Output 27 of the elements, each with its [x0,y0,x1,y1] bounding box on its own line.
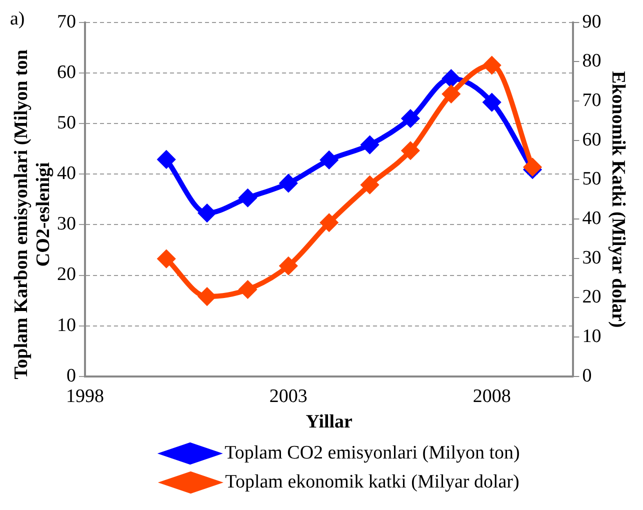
legend-label: Toplam ekonomik katki (Milyar dolar) [225,471,520,492]
y2-tick-label: 0 [582,365,592,386]
y-tick-label: 40 [57,163,76,184]
y2-tick-label: 20 [582,286,602,308]
x-tick-label: 1998 [66,386,104,407]
y2-tick-label: 10 [582,326,602,348]
text: a) [10,8,25,30]
x-tick-label: 2008 [472,386,511,407]
y-tick-label: 10 [57,314,76,336]
y2-axis-title: Ekonomik Katki (Milyar dolar) [608,71,629,328]
y2-tick-label: 30 [582,247,602,268]
x-axis-title: Yillar [306,412,354,433]
y2-tick-label: 60 [582,129,602,150]
x-tick-label: 2003 [269,386,308,407]
y2-tick-label: 90 [582,11,602,32]
y-axis-title: Toplam Karbon emisyonlari (Milyon ton CO2-eslenigi [10,49,54,380]
y-tick-label: 70 [57,11,76,32]
y2-tick-label: 50 [582,168,602,190]
y-tick-label: 0 [66,365,76,386]
y-tick-label: 30 [57,214,76,235]
y2-tick-label: 80 [582,50,602,72]
y-tick-label: 20 [57,264,76,286]
legend-label: Toplam CO2 emisyonlari (Milyon ton) [224,442,520,464]
y2-tick-label: 40 [582,208,602,230]
y2-tick-label: 70 [582,90,602,112]
y-tick-label: 60 [57,62,76,83]
y-tick-label: 50 [57,112,76,134]
